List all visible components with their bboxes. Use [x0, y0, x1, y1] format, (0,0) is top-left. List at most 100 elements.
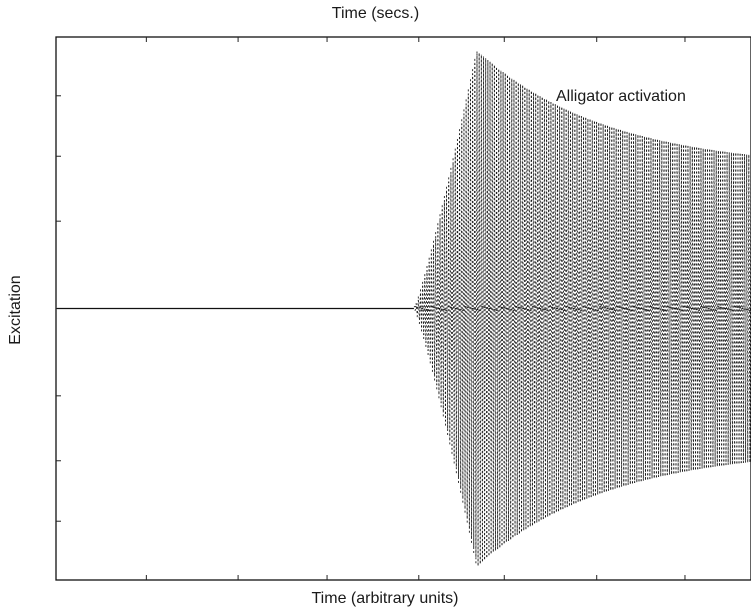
activation-wave-segment [627, 132, 630, 485]
activation-wave-segment [675, 143, 678, 474]
activation-wave-segment [517, 83, 520, 534]
activation-wave-segment [637, 135, 640, 482]
activation-wave-segment [601, 124, 604, 493]
activation-wave-segment [564, 109, 567, 508]
activation-wave-segment [451, 163, 454, 454]
activation-wave-segment [475, 53, 478, 564]
activation-wave-segment [714, 150, 717, 467]
activation-wave-segment [748, 154, 751, 463]
activation-wave-segment [709, 149, 712, 468]
activation-wave-segment [530, 91, 533, 526]
activation-wave-segment [739, 153, 742, 464]
activation-wave-segment [441, 205, 444, 412]
activation-wave-segment [628, 132, 631, 485]
activation-wave-segment [584, 117, 587, 500]
activation-wave-segment [528, 90, 531, 527]
activation-wave-segment [461, 119, 464, 498]
activation-wave-segment [646, 137, 649, 480]
activation-wave-segment [716, 150, 719, 467]
activation-wave-segment [571, 112, 574, 505]
activation-wave-segment [467, 89, 470, 528]
activation-wave-segment [447, 182, 450, 435]
activation-wave-segment [500, 71, 503, 546]
activation-wave-segment [622, 130, 625, 487]
activation-wave-segment [599, 123, 602, 494]
activation-wave-segment [510, 78, 513, 539]
activation-wave-segment [553, 104, 556, 513]
activation-wave-segment [481, 56, 484, 561]
activation-wave-segment [654, 139, 657, 478]
activation-wave-segment [576, 114, 579, 503]
activation-wave-segment [671, 143, 674, 474]
activation-wave-segment [648, 137, 651, 480]
activation-wave-segment [621, 130, 624, 487]
activation-wave-segment [593, 121, 596, 496]
activation-wave-segment [485, 59, 488, 558]
activation-wave-segment [535, 94, 538, 523]
activation-wave-segment [568, 111, 571, 506]
activation-wave-segment [417, 296, 420, 321]
activation-wave-segment [449, 172, 452, 445]
activation-wave-segment [560, 107, 563, 510]
activation-wave-segment [629, 133, 632, 484]
activation-wave-segment [604, 125, 607, 492]
activation-wave-segment [745, 154, 748, 463]
activation-wave-segment [508, 76, 511, 541]
activation-wave-segment [552, 103, 555, 514]
activation-wave-segment [579, 116, 582, 501]
activation-wave-segment [703, 148, 706, 469]
activation-wave-segment [653, 139, 656, 478]
activation-wave-segment [720, 151, 723, 466]
activation-wave-segment [726, 152, 729, 465]
activation-wave-segment [498, 69, 501, 548]
activation-wave-segment [725, 152, 728, 465]
activation-wave-segment [468, 84, 471, 533]
activation-wave-segment [670, 142, 673, 475]
activation-wave-segment [499, 70, 502, 547]
activation-wave-segment [546, 100, 549, 517]
activation-wave-segment [460, 124, 463, 493]
activation-wave-segment [658, 140, 661, 477]
activation-wave-segment [587, 119, 590, 498]
activation-wave-segment [495, 67, 498, 550]
activation-wave-segment [496, 67, 499, 550]
activation-wave-segment [436, 227, 439, 390]
activation-wave-segment [464, 104, 467, 513]
activation-wave-segment [514, 81, 517, 536]
activation-wave-segment [484, 58, 487, 559]
activation-wave-segment [440, 209, 443, 408]
activation-wave-segment [704, 149, 707, 468]
activation-wave-segment [591, 120, 594, 497]
activation-wave-segment [551, 103, 554, 514]
activation-wave-segment [454, 148, 457, 469]
activation-wave-segment [736, 153, 739, 464]
activation-wave-segment [562, 108, 565, 509]
activation-wave-segment [557, 105, 559, 512]
activation-wave-segment [512, 79, 515, 538]
alligator-activation-label: Alligator activation [556, 88, 686, 105]
activation-wave-segment [672, 143, 675, 474]
activation-wave-segment [415, 303, 418, 314]
activation-wave-segment [713, 150, 716, 467]
activation-wave-segment [610, 127, 613, 490]
activation-wave-segment [679, 144, 682, 473]
activation-wave-segment [625, 131, 628, 486]
activation-wave-segment [667, 142, 670, 475]
activation-wave-segment [493, 66, 496, 551]
activation-wave-segment [439, 214, 442, 403]
activation-wave-segment [435, 232, 438, 385]
activation-wave-segment [577, 115, 580, 502]
activation-wave-segment [650, 138, 653, 479]
activation-wave-segment [676, 144, 679, 473]
activation-wave-segment [722, 151, 725, 466]
activation-wave-segment [636, 134, 639, 483]
activation-wave-segment [600, 123, 603, 494]
activation-wave-segment [638, 135, 641, 482]
activation-wave-segment [598, 123, 601, 494]
activation-wave-segment [609, 126, 612, 491]
activation-wave-segment [545, 99, 548, 518]
activation-wave-segment [700, 148, 703, 469]
activation-wave-segment [647, 137, 650, 480]
activation-wave-segment [459, 129, 462, 488]
